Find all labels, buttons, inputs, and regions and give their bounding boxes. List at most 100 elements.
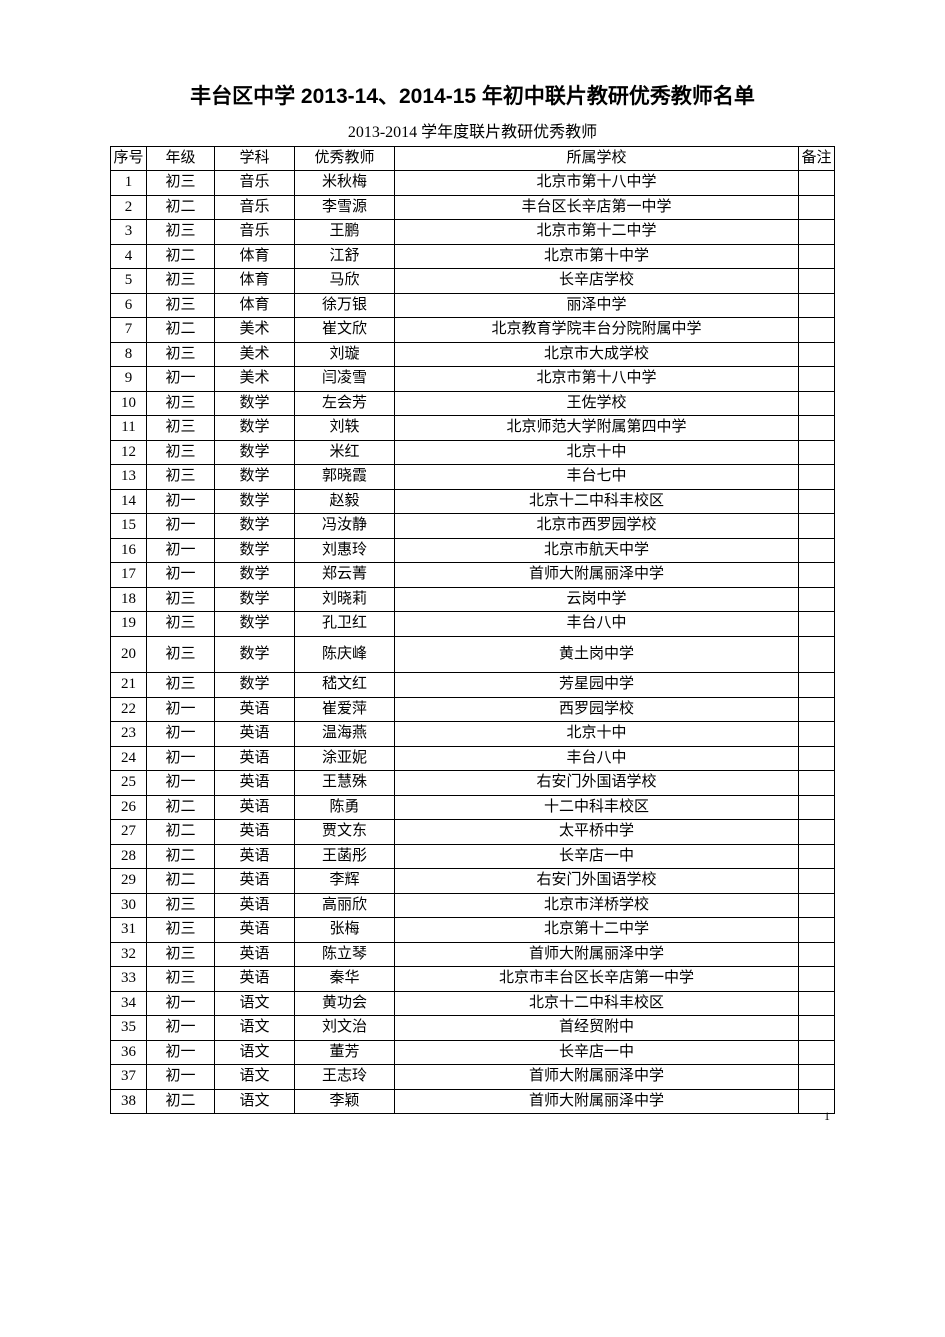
cell-seq: 20	[111, 636, 147, 673]
table-row: 25初一英语王慧殊右安门外国语学校	[111, 771, 835, 796]
table-row: 37初一语文王志玲首师大附属丽泽中学	[111, 1065, 835, 1090]
cell-teacher: 冯汝静	[295, 514, 395, 539]
table-row: 8初三美术刘璇北京市大成学校	[111, 342, 835, 367]
cell-teacher: 温海燕	[295, 722, 395, 747]
cell-seq: 4	[111, 244, 147, 269]
table-row: 26初二英语陈勇十二中科丰校区	[111, 795, 835, 820]
cell-seq: 23	[111, 722, 147, 747]
cell-note	[799, 195, 835, 220]
cell-grade: 初一	[147, 563, 215, 588]
col-subject-header: 学科	[215, 147, 295, 171]
table-row: 30初三英语高丽欣北京市洋桥学校	[111, 893, 835, 918]
col-grade-header: 年级	[147, 147, 215, 171]
table-row: 38初二语文李颖首师大附属丽泽中学	[111, 1089, 835, 1114]
table-row: 9初一美术闫凌雪北京市第十八中学	[111, 367, 835, 392]
cell-subject: 英语	[215, 820, 295, 845]
cell-seq: 1	[111, 171, 147, 196]
table-row: 32初三英语陈立琴首师大附属丽泽中学	[111, 942, 835, 967]
cell-note	[799, 636, 835, 673]
cell-subject: 英语	[215, 918, 295, 943]
cell-teacher: 王鹏	[295, 220, 395, 245]
cell-grade: 初一	[147, 771, 215, 796]
cell-note	[799, 1016, 835, 1041]
cell-seq: 28	[111, 844, 147, 869]
cell-school: 首师大附属丽泽中学	[395, 1089, 799, 1114]
cell-grade: 初三	[147, 220, 215, 245]
cell-grade: 初二	[147, 244, 215, 269]
cell-note	[799, 171, 835, 196]
table-row: 24初一英语涂亚妮丰台八中	[111, 746, 835, 771]
cell-subject: 英语	[215, 869, 295, 894]
cell-seq: 25	[111, 771, 147, 796]
cell-seq: 21	[111, 673, 147, 698]
cell-seq: 38	[111, 1089, 147, 1114]
cell-seq: 24	[111, 746, 147, 771]
cell-teacher: 董芳	[295, 1040, 395, 1065]
cell-school: 北京市大成学校	[395, 342, 799, 367]
cell-grade: 初三	[147, 893, 215, 918]
cell-school: 首师大附属丽泽中学	[395, 563, 799, 588]
cell-note	[799, 563, 835, 588]
cell-subject: 英语	[215, 795, 295, 820]
cell-teacher: 孔卫红	[295, 612, 395, 637]
cell-note	[799, 844, 835, 869]
cell-subject: 数学	[215, 587, 295, 612]
cell-note	[799, 293, 835, 318]
cell-school: 北京市第十中学	[395, 244, 799, 269]
cell-subject: 美术	[215, 318, 295, 343]
cell-school: 北京市西罗园学校	[395, 514, 799, 539]
table-row: 22初一英语崔爱萍西罗园学校	[111, 697, 835, 722]
cell-note	[799, 220, 835, 245]
cell-grade: 初一	[147, 489, 215, 514]
col-teacher-header: 优秀教师	[295, 147, 395, 171]
cell-note	[799, 893, 835, 918]
table-row: 33初三英语秦华北京市丰台区长辛店第一中学	[111, 967, 835, 992]
table-row: 3初三音乐王鹏北京市第十二中学	[111, 220, 835, 245]
cell-grade: 初三	[147, 967, 215, 992]
cell-seq: 5	[111, 269, 147, 294]
cell-seq: 10	[111, 391, 147, 416]
table-row: 36初一语文董芳长辛店一中	[111, 1040, 835, 1065]
cell-grade: 初三	[147, 465, 215, 490]
cell-school: 右安门外国语学校	[395, 869, 799, 894]
table-row: 4初二体育江舒北京市第十中学	[111, 244, 835, 269]
table-row: 16初一数学刘惠玲北京市航天中学	[111, 538, 835, 563]
cell-school: 北京市洋桥学校	[395, 893, 799, 918]
cell-subject: 英语	[215, 746, 295, 771]
cell-grade: 初三	[147, 942, 215, 967]
cell-teacher: 赵毅	[295, 489, 395, 514]
cell-note	[799, 489, 835, 514]
cell-school: 云岗中学	[395, 587, 799, 612]
cell-teacher: 高丽欣	[295, 893, 395, 918]
cell-grade: 初三	[147, 269, 215, 294]
cell-note	[799, 391, 835, 416]
cell-grade: 初一	[147, 1016, 215, 1041]
cell-teacher: 米红	[295, 440, 395, 465]
cell-note	[799, 538, 835, 563]
cell-teacher: 李辉	[295, 869, 395, 894]
cell-teacher: 刘璇	[295, 342, 395, 367]
cell-seq: 31	[111, 918, 147, 943]
cell-school: 长辛店一中	[395, 844, 799, 869]
cell-subject: 体育	[215, 293, 295, 318]
cell-seq: 29	[111, 869, 147, 894]
cell-school: 长辛店学校	[395, 269, 799, 294]
cell-subject: 语文	[215, 1040, 295, 1065]
cell-seq: 7	[111, 318, 147, 343]
cell-school: 丰台七中	[395, 465, 799, 490]
cell-subject: 英语	[215, 942, 295, 967]
cell-school: 北京教育学院丰台分院附属中学	[395, 318, 799, 343]
cell-note	[799, 746, 835, 771]
cell-school: 首经贸附中	[395, 1016, 799, 1041]
cell-note	[799, 869, 835, 894]
cell-grade: 初三	[147, 440, 215, 465]
cell-subject: 数学	[215, 538, 295, 563]
cell-seq: 18	[111, 587, 147, 612]
cell-teacher: 崔爱萍	[295, 697, 395, 722]
table-row: 10初三数学左会芳王佐学校	[111, 391, 835, 416]
cell-subject: 英语	[215, 967, 295, 992]
cell-note	[799, 991, 835, 1016]
cell-seq: 16	[111, 538, 147, 563]
cell-seq: 35	[111, 1016, 147, 1041]
table-row: 6初三体育徐万银丽泽中学	[111, 293, 835, 318]
